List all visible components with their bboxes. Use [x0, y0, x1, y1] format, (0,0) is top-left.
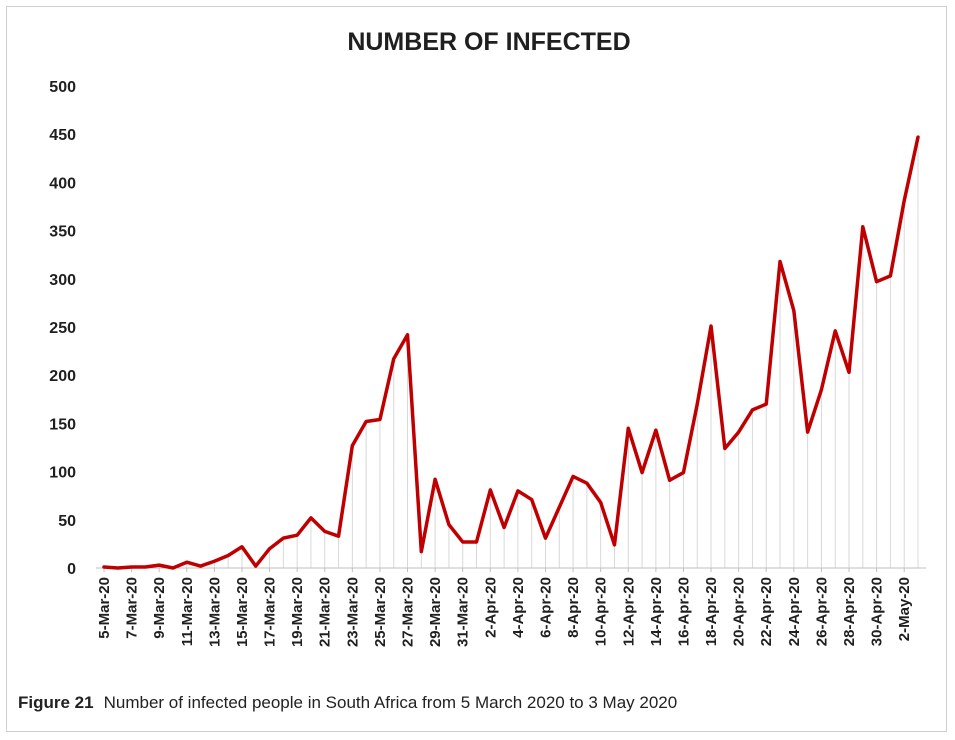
- drop-lines: [103, 137, 919, 568]
- x-tick-label: 30-Apr-20: [869, 577, 886, 646]
- x-tick-label: 23-Mar-20: [344, 577, 361, 647]
- x-tick-label: 5-Mar-20: [96, 577, 113, 639]
- y-tick-label: 0: [67, 561, 76, 578]
- x-axis-ticks: 5-Mar-20 7-Mar-20 9-Mar-20 11-Mar-20 13-Mar-…: [96, 568, 913, 647]
- y-tick-label: 450: [49, 127, 76, 144]
- x-tick-label: 11-Mar-20: [179, 577, 196, 646]
- y-tick-label: 150: [49, 416, 76, 433]
- x-tick-label: 15-Mar-20: [234, 577, 251, 647]
- x-tick-label: 21-Mar-20: [317, 577, 334, 647]
- x-tick-label: 25-Mar-20: [372, 577, 389, 647]
- caption-text: Number of infected people in South Afric…: [103, 693, 678, 712]
- x-tick-label: 13-Mar-20: [206, 577, 223, 647]
- figure-caption: Figure 21 Number of infected people in So…: [18, 693, 677, 713]
- y-tick-label: 400: [49, 175, 76, 192]
- series-line: [102, 135, 920, 570]
- x-tick-label: 27-Mar-20: [400, 577, 417, 647]
- x-tick-label: 8-Apr-20: [565, 577, 582, 638]
- y-axis-ticks: 0 50 100 150 200 250 300 350 400 450 500: [49, 79, 76, 578]
- y-tick-label: 250: [49, 320, 76, 337]
- x-tick-label: 29-Mar-20: [427, 577, 444, 647]
- x-tick-label: 2-May-20: [896, 577, 913, 641]
- y-tick-label: 200: [49, 368, 76, 385]
- x-tick-label: 24-Apr-20: [786, 577, 803, 646]
- x-tick-label: 12-Apr-20: [620, 577, 637, 646]
- y-tick-label: 50: [58, 513, 76, 530]
- x-tick-label: 14-Apr-20: [648, 577, 665, 646]
- x-tick-label: 28-Apr-20: [841, 577, 858, 646]
- x-tick-label: 9-Mar-20: [151, 577, 168, 639]
- x-tick-label: 2-Apr-20: [482, 577, 499, 638]
- x-tick-label: 22-Apr-20: [758, 577, 775, 646]
- y-tick-label: 350: [49, 224, 76, 241]
- figure-frame: [6, 6, 947, 732]
- x-tick-label: 16-Apr-20: [675, 577, 692, 646]
- x-tick-label: 19-Mar-20: [289, 577, 306, 647]
- x-tick-label: 20-Apr-20: [731, 577, 748, 646]
- y-tick-label: 500: [49, 79, 76, 96]
- y-tick-label: 100: [49, 465, 76, 482]
- x-tick-label: 10-Apr-20: [593, 577, 610, 646]
- y-tick-label: 300: [49, 272, 76, 289]
- x-tick-label: 4-Apr-20: [510, 577, 527, 638]
- x-tick-label: 18-Apr-20: [703, 577, 720, 646]
- x-tick-label: 17-Mar-20: [262, 577, 279, 647]
- chart-title: NUMBER OF INFECTED: [347, 28, 630, 56]
- caption-label: Figure 21: [18, 693, 94, 712]
- x-tick-label: 31-Mar-20: [455, 577, 472, 647]
- x-tick-label: 7-Mar-20: [124, 577, 141, 639]
- x-tick-label: 26-Apr-20: [813, 577, 830, 646]
- x-tick-label: 6-Apr-20: [537, 577, 554, 638]
